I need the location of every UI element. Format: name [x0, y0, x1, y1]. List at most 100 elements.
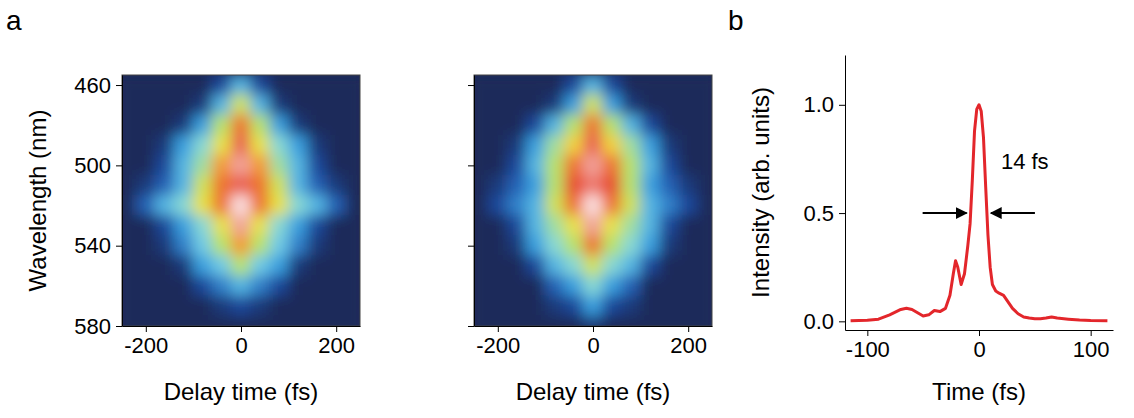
heatmap-cell — [545, 235, 565, 256]
heatmap-cell — [659, 115, 679, 136]
heatmap-cell — [526, 235, 546, 256]
heatmap-cell — [640, 175, 660, 196]
heatmap-cell — [602, 215, 622, 236]
heatmap-cell — [564, 195, 584, 216]
heatmap-cell — [583, 155, 603, 176]
heatmap-cell — [174, 155, 194, 176]
heatmap-cell — [250, 115, 270, 136]
plot-frame — [122, 75, 360, 326]
heatmap-cell — [659, 135, 679, 156]
heatmap-cell — [231, 275, 251, 296]
heatmap-cell — [526, 155, 546, 176]
heatmap-cell — [621, 235, 641, 256]
fwhm-arrow — [923, 212, 967, 214]
tick-label: 500 — [74, 153, 111, 178]
heatmap-cell — [488, 155, 508, 176]
axis: -1000100 — [846, 330, 1114, 362]
heatmap-cell — [193, 215, 213, 236]
heatmap-cell — [136, 75, 156, 96]
tick: 1.0 — [803, 92, 845, 117]
tick-label: -200 — [476, 333, 520, 358]
heatmap-cell — [526, 115, 546, 136]
heatmap-cell — [507, 255, 527, 276]
heatmap-cell — [345, 75, 360, 96]
heatmap-cell — [678, 215, 698, 236]
tick-mark — [116, 165, 122, 166]
heatmap-cell — [193, 95, 213, 116]
heatmap-cell — [269, 235, 289, 256]
heatmap-cell — [250, 75, 270, 96]
heatmap-cell — [326, 235, 346, 256]
heatmap-cell — [231, 135, 251, 156]
heatmap-cell — [526, 75, 546, 96]
heatmap-cell — [288, 135, 308, 156]
heatmap-cell — [326, 275, 346, 296]
heatmap-cell — [507, 275, 527, 296]
heatmap-cell — [507, 195, 527, 216]
tick-mark — [839, 213, 845, 214]
heatmap-cell — [621, 215, 641, 236]
heatmap-cell — [269, 155, 289, 176]
heatmap-cell — [640, 315, 660, 326]
heatmap-cell — [697, 255, 712, 276]
heatmap-cell — [507, 75, 527, 96]
heatmap-cell — [326, 135, 346, 156]
heatmap-cell — [250, 255, 270, 276]
heatmap-cell — [136, 115, 156, 136]
heatmap-cell — [564, 135, 584, 156]
heatmap-cell — [212, 155, 232, 176]
heatmap-cell — [193, 115, 213, 136]
heatmap-cell — [212, 215, 232, 236]
heatmap-cell — [488, 235, 508, 256]
heatmap-cell — [122, 295, 137, 316]
tick-mark — [146, 326, 147, 332]
heatmap-cell — [474, 315, 489, 326]
heatmap-cell — [307, 75, 327, 96]
heatmap-cell — [602, 315, 622, 326]
heatmap-cell — [659, 295, 679, 316]
heatmap-cell — [193, 75, 213, 96]
heatmap-cell — [697, 295, 712, 316]
heatmap-cell — [526, 255, 546, 276]
heatmap-cell — [231, 155, 251, 176]
heatmap-cell — [193, 255, 213, 276]
heatmap-cell — [231, 175, 251, 196]
heatmap-cell — [678, 195, 698, 216]
heatmap-cell — [621, 195, 641, 216]
heatmap-cell — [545, 175, 565, 196]
heatmap-cell — [122, 75, 137, 96]
heatmap-cell — [526, 215, 546, 236]
heatmap-cell — [678, 255, 698, 276]
heatmap-cell — [231, 295, 251, 316]
heatmap-cell — [155, 95, 175, 116]
tick-mark — [498, 326, 499, 332]
heatmap-cell — [122, 95, 137, 116]
heatmap-cell — [326, 255, 346, 276]
axis — [468, 76, 475, 327]
heatmap-cell — [602, 115, 622, 136]
heatmap-cell — [269, 195, 289, 216]
heatmap-cell — [488, 255, 508, 276]
heatmap-cell — [193, 275, 213, 296]
heatmap-cell — [602, 135, 622, 156]
heatmap-cell — [326, 195, 346, 216]
tick-mark — [116, 246, 122, 247]
heatmap-cell — [602, 155, 622, 176]
heatmap-cell — [640, 215, 660, 236]
tick-label: 100 — [1073, 337, 1110, 362]
heatmap-cell — [122, 255, 137, 276]
axis: 0.00.51.0 — [803, 56, 845, 334]
heatmap-cell — [488, 215, 508, 236]
heatmap-cell — [678, 95, 698, 116]
heatmap-cell — [136, 295, 156, 316]
heatmap-cell — [326, 175, 346, 196]
heatmap-cell — [564, 75, 584, 96]
heatmap-cell — [507, 295, 527, 316]
heatmap-cell — [212, 135, 232, 156]
tick: -200 — [476, 326, 520, 358]
tick: 540 — [74, 233, 122, 258]
heatmap-cell — [250, 275, 270, 296]
heatmap-cell — [174, 235, 194, 256]
heatmap-cell — [122, 195, 137, 216]
heatmap-cell — [174, 255, 194, 276]
